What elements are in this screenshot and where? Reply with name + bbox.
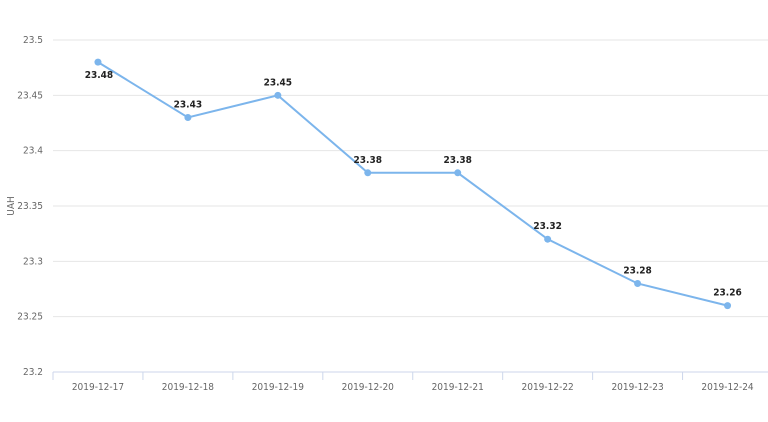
data-point [544, 235, 552, 243]
x-tick-label: 2019-12-20 [342, 382, 395, 393]
data-point [274, 91, 282, 99]
y-tick-label: 23.4 [23, 146, 43, 157]
x-tick-label: 2019-12-21 [432, 382, 484, 393]
x-tick-label: 2019-12-24 [701, 382, 754, 393]
x-tick-label: 2019-12-18 [162, 382, 215, 393]
series-line [97, 61, 728, 307]
y-tick-label: 23.35 [17, 201, 43, 212]
y-tick-label: 23.45 [17, 90, 43, 101]
data-label: 23.26 [713, 288, 741, 299]
y-tick-label: 23.25 [17, 312, 43, 323]
data-label: 23.38 [354, 155, 382, 166]
y-tick-label: 23.5 [23, 35, 43, 46]
data-point [634, 279, 642, 287]
x-tick-label: 2019-12-19 [252, 382, 305, 393]
y-axis-label: UAH [6, 196, 17, 216]
data-label: 23.38 [443, 155, 471, 166]
data-label: 23.32 [533, 221, 561, 232]
y-tick-label: 23.3 [23, 256, 43, 267]
data-label: 23.28 [623, 265, 651, 276]
data-label: 23.48 [85, 70, 113, 81]
data-point [724, 302, 732, 310]
x-tick-label: 2019-12-22 [522, 382, 574, 393]
data-point [454, 169, 462, 177]
data-point [184, 113, 192, 121]
data-label: 23.45 [264, 77, 292, 88]
data-point [364, 169, 372, 177]
data-label: 23.43 [174, 99, 202, 110]
data-point [94, 58, 102, 66]
y-tick-label: 23.2 [23, 367, 43, 378]
x-tick-label: 2019-12-23 [611, 382, 663, 393]
x-tick-label: 2019-12-17 [72, 382, 124, 393]
